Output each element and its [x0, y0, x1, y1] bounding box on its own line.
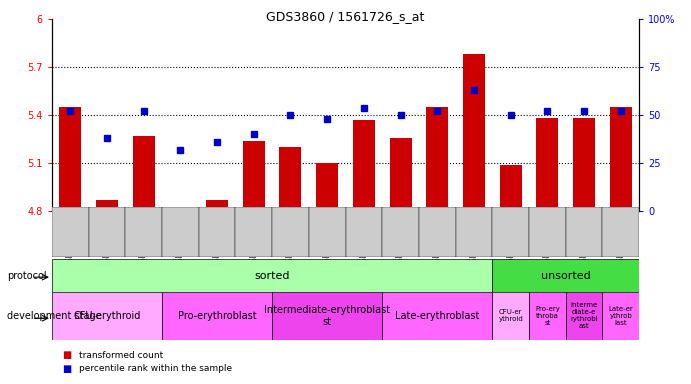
- Bar: [206, 200, 228, 211]
- Text: percentile rank within the sample: percentile rank within the sample: [79, 364, 233, 373]
- Bar: [309, 207, 346, 257]
- Text: CFU-erythroid: CFU-erythroid: [73, 311, 140, 321]
- Bar: [125, 207, 162, 257]
- Bar: [96, 200, 118, 211]
- Bar: [492, 259, 639, 292]
- Bar: [162, 207, 199, 257]
- Bar: [529, 207, 566, 257]
- Bar: [455, 207, 492, 257]
- Bar: [492, 292, 529, 340]
- Text: CFU-er
ythroid: CFU-er ythroid: [498, 310, 523, 322]
- Bar: [88, 207, 125, 257]
- Bar: [536, 118, 558, 211]
- Bar: [566, 207, 603, 257]
- Bar: [382, 292, 492, 340]
- Text: Intermediate-erythroblast
st: Intermediate-erythroblast st: [264, 305, 390, 327]
- Bar: [353, 120, 375, 211]
- Bar: [243, 141, 265, 211]
- Bar: [609, 107, 632, 211]
- Text: ■: ■: [62, 364, 71, 374]
- Text: Pro-ery
throba
st: Pro-ery throba st: [535, 306, 560, 326]
- Bar: [529, 292, 566, 340]
- Bar: [272, 292, 382, 340]
- Bar: [52, 292, 162, 340]
- Bar: [492, 207, 529, 257]
- Bar: [500, 165, 522, 211]
- Bar: [52, 207, 88, 257]
- Text: GDS3860 / 1561726_s_at: GDS3860 / 1561726_s_at: [266, 10, 425, 23]
- Bar: [573, 118, 595, 211]
- Bar: [603, 207, 639, 257]
- Bar: [59, 107, 81, 211]
- Bar: [382, 207, 419, 257]
- Bar: [272, 207, 309, 257]
- Bar: [463, 55, 485, 211]
- Text: Interme
diate-e
rythrobl
ast: Interme diate-e rythrobl ast: [570, 302, 598, 329]
- Bar: [566, 292, 603, 340]
- Bar: [603, 292, 639, 340]
- Text: development stage: development stage: [7, 311, 102, 321]
- Text: ■: ■: [62, 350, 71, 360]
- Bar: [316, 163, 338, 211]
- Bar: [52, 259, 492, 292]
- Bar: [390, 137, 412, 211]
- Text: sorted: sorted: [254, 270, 290, 281]
- Text: protocol: protocol: [7, 270, 46, 281]
- Bar: [419, 207, 455, 257]
- Bar: [279, 147, 301, 211]
- Bar: [346, 207, 382, 257]
- Text: Late-erythroblast: Late-erythroblast: [395, 311, 480, 321]
- Bar: [426, 107, 448, 211]
- Bar: [169, 208, 191, 211]
- Text: unsorted: unsorted: [541, 270, 591, 281]
- Text: Late-er
ythrob
last: Late-er ythrob last: [609, 306, 633, 326]
- Bar: [199, 207, 236, 257]
- Bar: [162, 292, 272, 340]
- Bar: [236, 207, 272, 257]
- Text: Pro-erythroblast: Pro-erythroblast: [178, 311, 256, 321]
- Bar: [133, 136, 155, 211]
- Text: transformed count: transformed count: [79, 351, 164, 360]
